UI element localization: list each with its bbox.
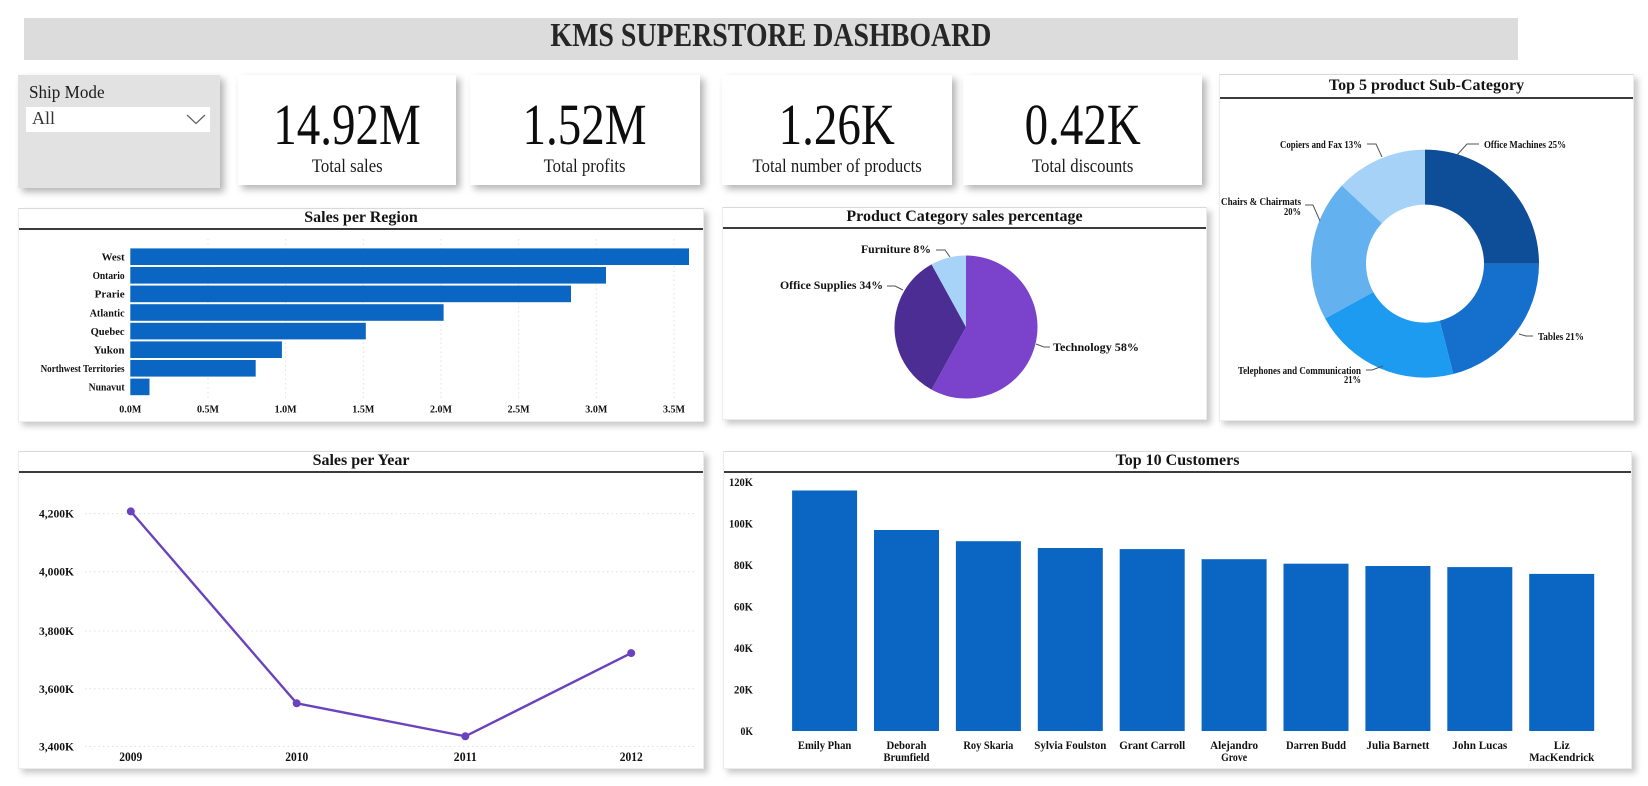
svg-text:2.5M: 2.5M [508, 405, 530, 416]
svg-text:0K: 0K [741, 726, 754, 738]
svg-text:Julia Barnett: Julia Barnett [1366, 738, 1429, 752]
svg-text:2012: 2012 [620, 749, 643, 764]
svg-text:Deborah: Deborah [887, 738, 927, 752]
svg-text:Chairs & Chairmats: Chairs & Chairmats [1221, 196, 1302, 208]
svg-text:3.0M: 3.0M [585, 405, 607, 416]
svg-text:Ontario: Ontario [93, 271, 125, 282]
svg-text:1.0M: 1.0M [275, 405, 297, 416]
svg-text:40K: 40K [734, 643, 753, 655]
svg-text:Roy Skaria: Roy Skaria [963, 738, 1013, 752]
svg-text:0.0M: 0.0M [119, 405, 141, 416]
svg-text:2.0M: 2.0M [430, 405, 452, 416]
svg-text:Technology 58%: Technology 58% [1053, 340, 1139, 354]
svg-text:3.5M: 3.5M [663, 405, 685, 416]
svg-text:Quebec: Quebec [91, 327, 125, 338]
svg-text:3,400K: 3,400K [39, 740, 75, 754]
svg-text:2011: 2011 [454, 749, 477, 764]
svg-text:Sylvia Foulston: Sylvia Foulston [1034, 738, 1106, 752]
svg-text:Prarie: Prarie [95, 290, 125, 301]
svg-text:Telephones and Communication: Telephones and Communication [1238, 365, 1361, 377]
svg-text:Office Machines 25%: Office Machines 25% [1484, 139, 1566, 151]
svg-text:Grove: Grove [1221, 750, 1248, 764]
svg-text:Yukon: Yukon [94, 346, 125, 357]
svg-text:Tables 21%: Tables 21% [1538, 331, 1584, 343]
svg-text:100K: 100K [729, 519, 753, 531]
svg-text:20K: 20K [734, 685, 753, 697]
svg-text:MacKendrick: MacKendrick [1529, 750, 1594, 764]
svg-text:4,200K: 4,200K [39, 507, 75, 521]
svg-text:3,800K: 3,800K [39, 624, 75, 638]
svg-text:John Lucas: John Lucas [1452, 738, 1507, 752]
svg-text:Emily Phan: Emily Phan [798, 738, 852, 752]
svg-text:21%: 21% [1344, 374, 1361, 386]
svg-text:West: West [102, 253, 126, 264]
svg-text:Furniture 8%: Furniture 8% [861, 242, 931, 256]
svg-text:0.5M: 0.5M [197, 405, 219, 416]
svg-text:Brumfield: Brumfield [884, 750, 930, 764]
svg-text:120K: 120K [729, 477, 753, 489]
svg-text:Alejandro: Alejandro [1210, 738, 1258, 752]
svg-text:Office Supplies 34%: Office Supplies 34% [780, 278, 883, 292]
svg-text:2009: 2009 [119, 749, 142, 764]
svg-text:2010: 2010 [285, 749, 308, 764]
svg-text:Liz: Liz [1554, 738, 1571, 752]
svg-text:Grant Carroll: Grant Carroll [1119, 738, 1186, 752]
svg-text:60K: 60K [734, 602, 753, 614]
svg-text:Nunavut: Nunavut [89, 383, 125, 394]
svg-text:20%: 20% [1284, 206, 1301, 218]
svg-text:Darren Budd: Darren Budd [1286, 738, 1346, 752]
svg-text:Atlantic: Atlantic [90, 308, 125, 319]
svg-text:3,600K: 3,600K [39, 682, 75, 696]
svg-text:4,000K: 4,000K [39, 565, 75, 579]
svg-text:Northwest Territories: Northwest Territories [41, 364, 125, 375]
svg-text:Copiers and Fax 13%: Copiers and Fax 13% [1280, 139, 1362, 151]
svg-text:80K: 80K [734, 560, 753, 572]
svg-text:1.5M: 1.5M [352, 405, 374, 416]
